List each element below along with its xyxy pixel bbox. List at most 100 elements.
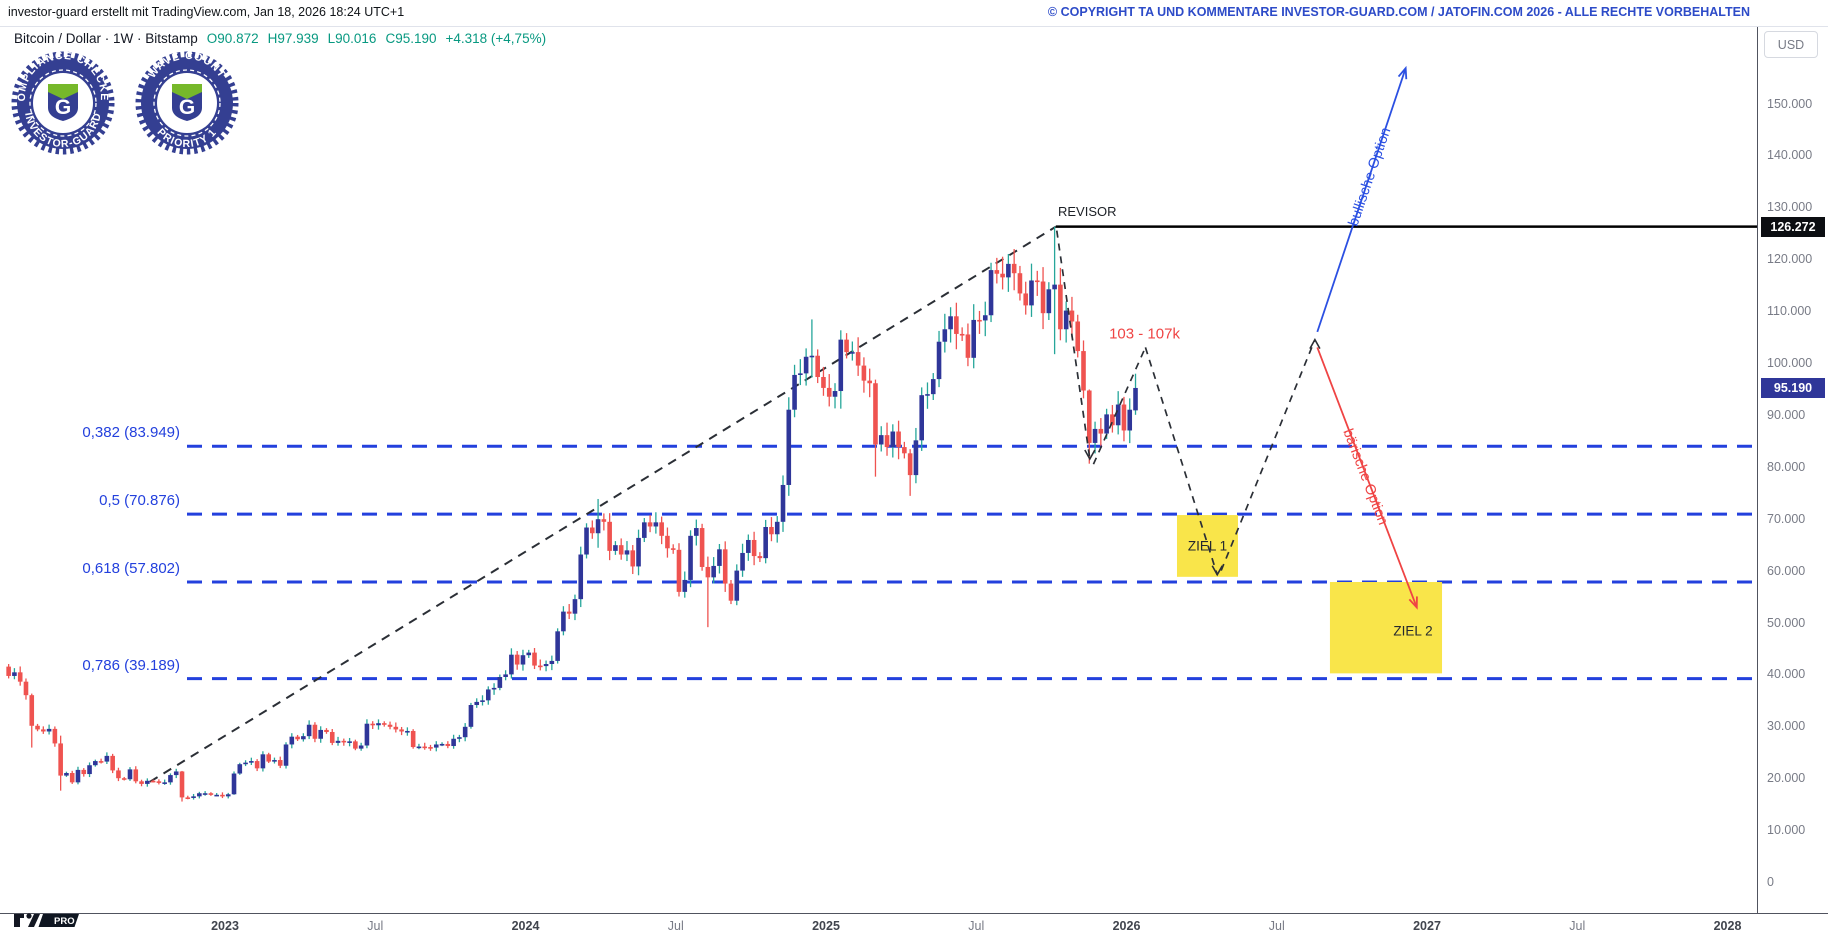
candle <box>578 546 584 608</box>
candle <box>855 337 861 376</box>
candle <box>145 778 150 787</box>
target1-label: ZIEL 1 <box>1187 538 1228 554</box>
ohlc-close: C95.190 <box>385 31 437 46</box>
candle <box>457 734 462 743</box>
candle <box>896 420 901 460</box>
candle <box>1000 256 1005 290</box>
candle <box>653 512 659 534</box>
candle <box>520 649 526 671</box>
candle <box>266 752 271 764</box>
svg-text:G: G <box>179 96 195 119</box>
candle <box>116 767 121 782</box>
candle <box>410 729 416 749</box>
candle <box>480 695 485 706</box>
candle <box>497 674 503 691</box>
candle <box>844 333 849 359</box>
time-tick-month: Jul <box>667 919 684 933</box>
candle <box>907 449 913 496</box>
tradingview-pro-logo[interactable]: PRO <box>12 908 102 932</box>
target-box-1 <box>1176 515 1238 577</box>
price-axis[interactable]: USD 150.000 140.000 130.000 120.000 110.000 1… <box>1757 27 1828 913</box>
candle <box>445 741 451 749</box>
candle <box>982 301 988 337</box>
candle <box>41 726 46 734</box>
price-tick: 70.000 <box>1767 511 1806 526</box>
candle <box>329 729 335 746</box>
price-tick: 140.000 <box>1767 148 1813 163</box>
candle <box>127 767 133 781</box>
candle <box>58 735 63 791</box>
candle <box>1127 398 1133 444</box>
candle <box>428 744 433 751</box>
candle <box>757 552 763 563</box>
candle <box>347 737 352 747</box>
pro-badge-label: PRO <box>54 916 75 927</box>
candle <box>884 422 890 456</box>
copyright-text: © COPYRIGHT TA UND KOMMENTARE INVESTOR-G… <box>1047 5 1750 19</box>
candle <box>69 770 75 784</box>
candle <box>717 543 722 574</box>
ohlc-open: O90.872 <box>206 31 259 46</box>
time-tick-year: 2023 <box>211 919 239 933</box>
seal-badge-1: WAVE COUNT PRIORITY 1 G <box>134 50 240 161</box>
candle <box>977 310 982 334</box>
candle <box>925 382 930 409</box>
candle <box>162 779 167 785</box>
candle <box>711 557 716 584</box>
candle <box>260 751 266 772</box>
candle <box>93 759 98 767</box>
candle <box>197 791 202 799</box>
candle <box>930 373 936 400</box>
price-tick: 110.000 <box>1767 304 1812 319</box>
candle <box>705 556 711 628</box>
candle <box>780 475 786 532</box>
candle <box>295 734 300 741</box>
time-tick-year: 2028 <box>1713 919 1742 933</box>
candle <box>1075 314 1081 358</box>
seal-badges: COMPLIANCE CHECKED INVESTOR-GUARD G WAVE… <box>10 50 240 161</box>
time-tick-year: 2026 <box>1112 919 1141 933</box>
candle <box>971 304 977 369</box>
candle <box>682 571 688 598</box>
candle <box>156 779 162 785</box>
candle <box>902 441 907 459</box>
candle <box>52 726 58 747</box>
seal-badge-0: COMPLIANCE CHECKED INVESTOR-GUARD G <box>10 50 116 161</box>
candle <box>561 606 566 636</box>
candle <box>728 579 734 605</box>
chart-canvas[interactable] <box>0 27 1828 913</box>
candle <box>272 757 277 764</box>
candle <box>948 307 953 343</box>
candle <box>208 792 214 796</box>
ohlc-low: L90.016 <box>327 31 377 46</box>
candle <box>959 327 965 342</box>
candle <box>1110 405 1115 433</box>
projection-segment-1 <box>1092 347 1147 465</box>
candle <box>590 520 595 539</box>
candle <box>850 341 855 361</box>
candle <box>220 792 225 799</box>
candle <box>1063 301 1069 343</box>
price-tick: 30.000 <box>1767 719 1806 734</box>
candle <box>1098 418 1104 447</box>
time-axis[interactable]: 2023 Jul 2024 Jul 2025 Jul 2026 Jul 2027 Jul 2028 <box>0 913 1828 937</box>
currency-button[interactable]: USD <box>1764 31 1818 58</box>
candle <box>769 517 774 542</box>
fib-label-3: 0,786 (39.189) <box>82 656 180 674</box>
candle <box>555 628 560 664</box>
candle <box>341 738 347 746</box>
target2-label: ZIEL 2 <box>1393 623 1433 639</box>
candle <box>376 719 381 730</box>
time-tick-year: 2025 <box>812 919 840 933</box>
candle <box>642 518 647 543</box>
candle <box>670 544 676 554</box>
candle <box>607 513 612 561</box>
export-timestamp: investor-guard erstellt mit TradingView.… <box>8 5 405 19</box>
candle <box>139 779 144 787</box>
price-tick: 60.000 <box>1767 563 1806 578</box>
candle <box>751 531 757 566</box>
candle <box>526 649 532 658</box>
candle <box>878 426 884 452</box>
candle <box>405 727 410 736</box>
symbol-legend[interactable]: Bitcoin / Dollar · 1W · Bitstamp O90.872 H… <box>14 31 546 46</box>
